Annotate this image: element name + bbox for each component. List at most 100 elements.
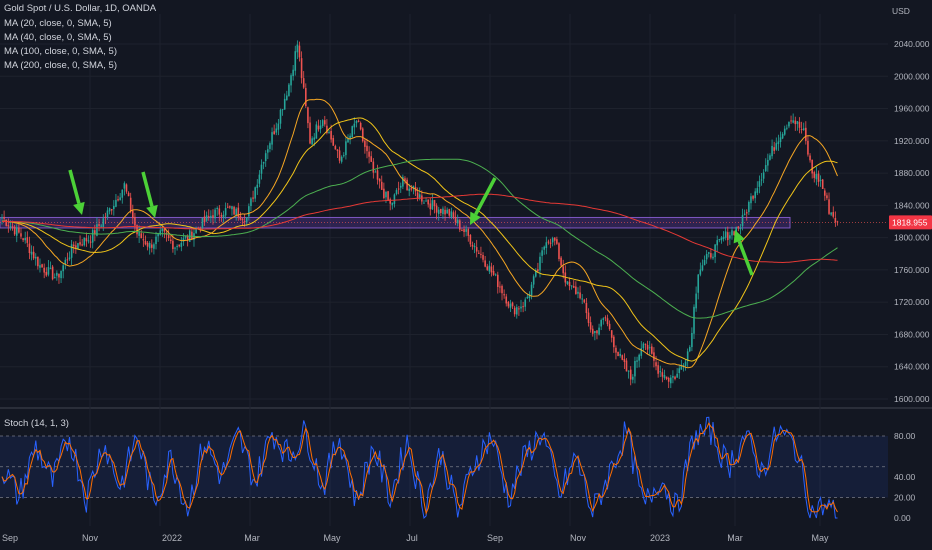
candle-body: [334, 146, 337, 150]
candle-body: [589, 322, 592, 330]
candle-body: [328, 132, 330, 134]
stoch-tick-label: 20.00: [894, 493, 916, 503]
candle-body: [182, 238, 185, 242]
candle-body: [625, 360, 628, 372]
candle-body: [731, 230, 733, 236]
x-tick-label: Nov: [570, 533, 587, 543]
legend-ma20[interactable]: MA (20, close, 0, SMA, 5): [4, 18, 112, 29]
candle-body: [273, 131, 275, 135]
candle-body: [581, 298, 583, 300]
candle-body: [296, 44, 299, 53]
annotation-arrow-1-shaft: [68, 169, 81, 204]
candle-body: [720, 237, 723, 241]
candle-body: [606, 318, 609, 325]
stoch-legend[interactable]: Stoch (14, 1, 3): [4, 418, 69, 429]
candle-body: [615, 347, 617, 353]
candle-body: [323, 120, 326, 125]
candle-body: [724, 231, 727, 238]
x-tick-label: Jul: [406, 533, 418, 543]
candle-body: [762, 172, 765, 179]
candle-body: [617, 351, 619, 357]
candle-body: [560, 257, 562, 266]
price-tag-label: 1818.955: [892, 217, 928, 227]
candle-body: [655, 362, 657, 367]
candle-body: [478, 252, 480, 254]
candle-body: [218, 208, 221, 215]
candle-body: [374, 171, 377, 173]
candle-body: [524, 299, 527, 307]
candle-body: [380, 181, 383, 190]
candle-body: [81, 244, 83, 246]
candle-body: [366, 145, 368, 152]
candle-body: [264, 153, 267, 162]
candle-body: [1, 217, 3, 219]
chart-title[interactable]: Gold Spot / U.S. Dollar, 1D, OANDA: [4, 3, 157, 14]
candle-body: [452, 212, 455, 218]
x-tick-label: Sep: [487, 533, 503, 543]
stoch-tick-label: 0.00: [894, 513, 911, 523]
candle-body: [530, 284, 533, 296]
candle-body: [613, 336, 615, 348]
candle-body: [163, 228, 166, 232]
candle-body: [773, 147, 775, 151]
candle-body: [629, 369, 632, 380]
x-tick-label: May: [811, 533, 829, 543]
candle-body: [317, 125, 320, 130]
candle-body: [781, 134, 784, 139]
candle-body: [769, 155, 771, 160]
candle-body: [220, 214, 223, 217]
ma-line-40: [1, 117, 838, 362]
candle-body: [214, 209, 216, 219]
legend-ma200[interactable]: MA (200, close, 0, SMA, 5): [4, 60, 117, 71]
candle-body: [684, 361, 687, 366]
annotation-arrow-3: [470, 177, 497, 225]
candle-body: [393, 194, 396, 204]
candle-body: [623, 358, 626, 362]
candle-body: [191, 231, 193, 240]
candle-body: [410, 188, 413, 190]
candle-body: [370, 156, 373, 162]
candle-body: [129, 197, 132, 212]
candle-body: [496, 274, 499, 287]
price-tick-label: 1760.000: [894, 265, 930, 275]
candle-body: [176, 245, 178, 248]
candle-body: [604, 317, 607, 319]
candle-body: [58, 273, 60, 278]
candle-body: [399, 185, 402, 188]
candle-body: [271, 132, 273, 145]
candle-body: [20, 233, 22, 237]
candle-body: [427, 199, 429, 205]
candle-body: [539, 256, 541, 271]
candle-body: [127, 192, 130, 197]
candle-body: [119, 197, 121, 200]
candle-body: [621, 355, 624, 360]
candle-body: [144, 241, 147, 245]
candle-body: [697, 274, 700, 293]
annotation-arrow-2: [141, 171, 158, 218]
candle-body: [351, 126, 354, 138]
candle-body: [113, 205, 115, 210]
candle-body: [315, 124, 318, 139]
candle-body: [157, 233, 159, 237]
candle-body: [294, 51, 297, 71]
legend-ma40[interactable]: MA (40, close, 0, SMA, 5): [4, 32, 112, 43]
candle-body: [28, 243, 31, 254]
price-tag-bg: [889, 215, 932, 230]
candle-body: [735, 227, 738, 236]
candle-body: [444, 209, 446, 215]
candle-body: [169, 239, 172, 242]
candle-body: [526, 296, 529, 299]
candle-body: [777, 141, 780, 145]
candle-body: [70, 244, 73, 258]
candle-body: [718, 239, 721, 241]
candle-body: [758, 181, 761, 187]
candle-body: [809, 155, 811, 161]
candle-body: [408, 188, 410, 191]
candle-body: [636, 360, 638, 362]
legend-ma100[interactable]: MA (100, close, 0, SMA, 5): [4, 46, 117, 57]
candle-body: [290, 75, 292, 86]
candle-body: [3, 216, 5, 219]
candle-body: [269, 143, 271, 149]
candle-body: [60, 270, 62, 279]
